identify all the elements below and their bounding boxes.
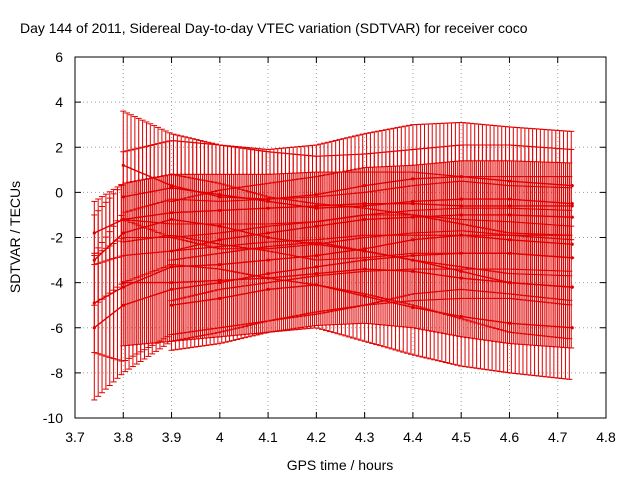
- series-sat-g: [120, 110, 575, 250]
- data-point: [314, 272, 318, 276]
- x-tick-label: 3.9: [162, 429, 182, 445]
- data-point: [169, 186, 174, 190]
- data-point: [570, 285, 574, 289]
- data-point: [411, 269, 415, 273]
- x-tick-label: 4.8: [596, 429, 616, 445]
- data-point: [218, 296, 222, 301]
- x-tick-label: 4.5: [451, 429, 471, 445]
- data-point: [570, 184, 574, 188]
- data-point: [169, 184, 174, 188]
- y-tick-label: 0: [55, 184, 63, 200]
- y-tick-label: -8: [51, 365, 64, 381]
- x-tick-label: 4: [216, 429, 224, 445]
- data-point: [266, 287, 270, 291]
- x-tick-label: 4.2: [307, 429, 327, 445]
- data-point: [169, 303, 174, 307]
- data-point: [507, 281, 512, 285]
- data-point: [459, 314, 463, 319]
- data-point: [92, 326, 96, 330]
- data-point: [570, 215, 574, 219]
- data-point: [459, 213, 463, 217]
- series-layer: [91, 110, 575, 401]
- data-point: [570, 326, 574, 330]
- x-tick-label: 3.7: [65, 429, 85, 445]
- data-point: [411, 305, 415, 310]
- y-axis-label: SDTVAR / TECUs: [7, 181, 23, 293]
- data-point: [507, 213, 512, 217]
- series-line: [171, 284, 572, 329]
- series-line: [171, 214, 572, 252]
- data-point: [121, 281, 125, 285]
- data-point: [314, 193, 318, 197]
- x-tick-label: 4.1: [258, 429, 278, 445]
- tick-layer: 3.7 3.8 3.9 4 4.1 4.2 4.3 4.4 4.5 4.6 4.7 4.8 -10 -8 -…: [43, 49, 616, 445]
- x-tick-label: 4.3: [355, 429, 375, 445]
- x-tick-label: 4.4: [403, 429, 423, 445]
- data-point: [266, 231, 270, 235]
- data-point: [218, 238, 222, 242]
- y-tick-label: -2: [51, 230, 64, 246]
- x-tick-label: 4.7: [548, 429, 568, 445]
- data-point: [218, 195, 222, 199]
- series-line: [123, 268, 572, 288]
- x-tick-label: 3.8: [114, 429, 134, 445]
- data-point: [169, 249, 174, 253]
- data-point: [363, 217, 367, 222]
- y-tick-label: -6: [51, 320, 64, 336]
- series-sat-i: [168, 160, 574, 302]
- data-point: [121, 163, 125, 167]
- y-tick-label: -10: [43, 410, 63, 426]
- x-axis-label: GPS time / hours: [287, 457, 394, 473]
- y-tick-label: -4: [51, 275, 64, 291]
- data-point: [363, 294, 367, 298]
- x-tick-label: 4.6: [500, 429, 520, 445]
- data-point: [411, 177, 415, 181]
- chart-title: Day 144 of 2011, Sidereal Day-to-day VTE…: [20, 20, 528, 36]
- data-point: [218, 278, 222, 282]
- data-point: [314, 224, 318, 228]
- y-tick-label: 2: [55, 139, 63, 155]
- y-tick-label: 4: [55, 94, 63, 110]
- y-tick-label: 6: [55, 49, 63, 65]
- data-point: [411, 215, 415, 219]
- data-point: [507, 179, 512, 183]
- data-point: [507, 321, 512, 325]
- series-line: [123, 164, 572, 200]
- data-point: [314, 283, 318, 287]
